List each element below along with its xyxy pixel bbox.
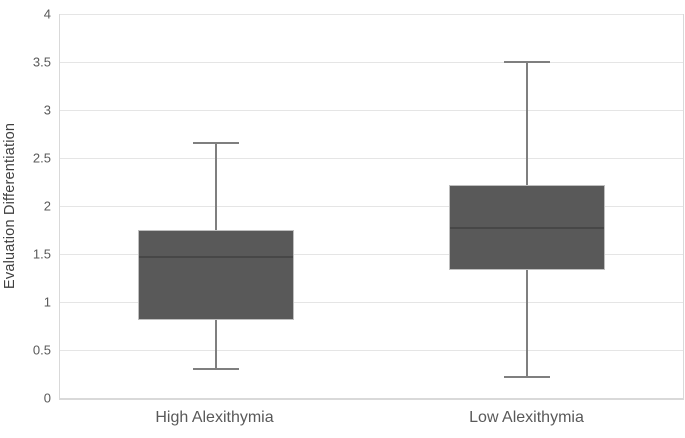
whisker-cap-max bbox=[504, 61, 551, 63]
whisker-cap-min bbox=[192, 368, 239, 371]
median-line bbox=[450, 227, 605, 230]
whisker-lower-line bbox=[526, 270, 529, 377]
y-tick-label: 1.5 bbox=[32, 246, 51, 262]
gridline bbox=[60, 253, 683, 255]
median-line bbox=[138, 255, 293, 258]
gridline bbox=[60, 157, 683, 159]
whisker-upper-line bbox=[526, 62, 529, 185]
gridline bbox=[60, 109, 683, 111]
x-category-label-low-alexithymia: Low Alexithymia bbox=[469, 409, 584, 426]
y-tick-label: 0 bbox=[43, 390, 51, 406]
x-category-label-high-alexithymia: High Alexithymia bbox=[155, 409, 274, 426]
y-tick-label: 2 bbox=[43, 198, 51, 214]
y-tick-label: 0.5 bbox=[32, 342, 51, 358]
gridline bbox=[60, 301, 683, 303]
gridline bbox=[60, 205, 683, 207]
whisker-cap-min bbox=[504, 375, 551, 378]
iqr-box bbox=[137, 230, 294, 321]
whisker-lower-line bbox=[214, 320, 217, 370]
y-tick-label: 3 bbox=[43, 102, 51, 118]
whisker-upper-line bbox=[214, 142, 217, 230]
y-tick-label: 3.5 bbox=[32, 54, 51, 70]
y-tick-label: 2.5 bbox=[32, 150, 51, 166]
plot-area bbox=[59, 13, 684, 400]
gridline bbox=[60, 61, 683, 63]
gridline bbox=[60, 349, 683, 351]
y-tick-label: 1 bbox=[43, 294, 51, 310]
y-tick-label: 4 bbox=[43, 6, 51, 22]
whisker-cap-max bbox=[192, 141, 239, 144]
gridline bbox=[60, 13, 683, 15]
